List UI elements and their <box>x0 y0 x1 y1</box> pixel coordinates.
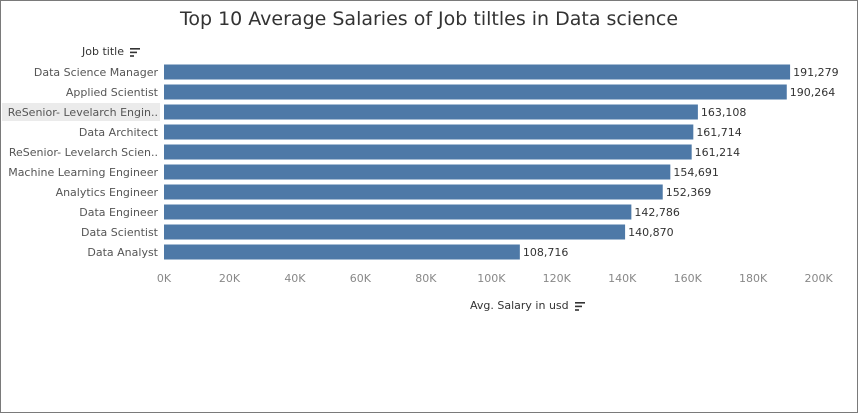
bar[interactable] <box>164 164 671 180</box>
sort-descending-icon[interactable] <box>575 301 586 311</box>
value-label: 108,716 <box>523 246 569 259</box>
x-tick-label: 160K <box>674 272 703 285</box>
category-label[interactable]: Data Analyst <box>87 246 158 259</box>
value-label: 154,691 <box>673 166 719 179</box>
category-label[interactable]: ReSenior- Levelarch Scien.. <box>9 146 158 159</box>
x-tick-label: 100K <box>477 272 506 285</box>
value-label: 152,369 <box>666 186 712 199</box>
x-tick-label: 200K <box>805 272 834 285</box>
bar[interactable] <box>164 64 791 80</box>
category-label[interactable]: Data Architect <box>79 126 159 139</box>
bar[interactable] <box>164 124 694 140</box>
x-tick-label: 20K <box>219 272 241 285</box>
x-tick-label: 0K <box>157 272 172 285</box>
category-label[interactable]: Data Engineer <box>79 206 158 219</box>
x-axis-title[interactable]: Avg. Salary in usd <box>470 299 586 312</box>
x-tick-label: 40K <box>284 272 306 285</box>
bar[interactable] <box>164 184 663 200</box>
x-axis: 0K 20K 40K 60K 80K 100K 120K 140K 160K 180K 200K <box>157 272 834 285</box>
x-tick-label: 180K <box>739 272 768 285</box>
x-tick-label: 140K <box>608 272 637 285</box>
category-label[interactable]: Analytics Engineer <box>56 186 159 199</box>
x-tick-label: 80K <box>415 272 437 285</box>
category-label[interactable]: Data Science Manager <box>34 66 159 79</box>
bar[interactable] <box>164 144 692 160</box>
value-label: 161,714 <box>696 126 742 139</box>
bar[interactable] <box>164 104 698 120</box>
bar[interactable] <box>164 84 787 100</box>
row-highlight <box>2 103 160 121</box>
category-label[interactable]: Data Scientist <box>81 226 159 239</box>
row-header[interactable]: Job title <box>82 45 141 58</box>
chart-rows: Data Science Manager 191,279 Applied Scien… <box>2 64 839 260</box>
x-tick-label: 60K <box>350 272 372 285</box>
value-label: 163,108 <box>701 106 747 119</box>
category-label[interactable]: Applied Scientist <box>66 86 159 99</box>
x-axis-title-label: Avg. Salary in usd <box>470 299 569 312</box>
chart-title: Top 10 Average Salaries of Job tiltles i… <box>179 8 679 30</box>
x-tick-label: 120K <box>543 272 572 285</box>
value-label: 191,279 <box>793 66 839 79</box>
row-header-label: Job title <box>82 45 124 58</box>
sort-descending-icon[interactable] <box>130 47 141 57</box>
bar[interactable] <box>164 204 632 220</box>
category-label[interactable]: ReSenior- Levelarch Engin.. <box>8 106 158 119</box>
value-label: 140,870 <box>628 226 674 239</box>
value-label: 190,264 <box>790 86 836 99</box>
bar[interactable] <box>164 244 520 260</box>
category-label[interactable]: Machine Learning Engineer <box>8 166 158 179</box>
value-label: 161,214 <box>695 146 741 159</box>
bar[interactable] <box>164 224 626 240</box>
value-label: 142,786 <box>634 206 680 219</box>
